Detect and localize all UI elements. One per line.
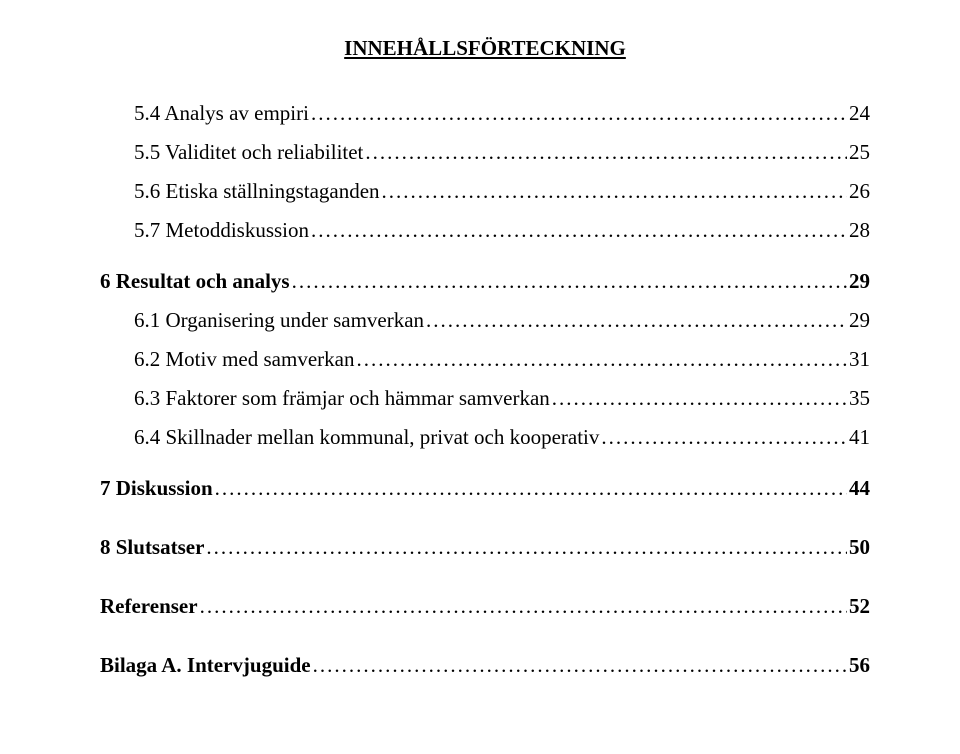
- toc-leader: ........................................…: [311, 101, 847, 126]
- toc-entry-page: 29: [849, 308, 870, 333]
- toc-leader: ........................................…: [206, 535, 847, 560]
- toc-entry: 6.4 Skillnader mellan kommunal, privat o…: [100, 425, 870, 450]
- toc-entry: 6 Resultat och analys...................…: [100, 269, 870, 294]
- toc-gap: [100, 515, 870, 535]
- toc-entry: 7 Diskussion............................…: [100, 476, 870, 501]
- toc-leader: ........................................…: [313, 653, 847, 678]
- toc-leader: ........................................…: [215, 476, 847, 501]
- toc-entry-page: 31: [849, 347, 870, 372]
- toc-entry-title: 6.4 Skillnader mellan kommunal, privat o…: [134, 425, 599, 450]
- toc-entry: 6.1 Organisering under samverkan........…: [100, 308, 870, 333]
- toc-entry-page: 24: [849, 101, 870, 126]
- toc-entry-title: 8 Slutsatser: [100, 535, 204, 560]
- toc-entry-title: 6.2 Motiv med samverkan: [134, 347, 354, 372]
- toc-entry: 5.5 Validitet och reliabilitet..........…: [100, 140, 870, 165]
- toc-entry-page: 41: [849, 425, 870, 450]
- toc-leader: ........................................…: [426, 308, 847, 333]
- toc-entry-page: 52: [849, 594, 870, 619]
- toc-entry-title: 6 Resultat och analys: [100, 269, 290, 294]
- toc-leader: ........................................…: [356, 347, 847, 372]
- toc-entry-page: 35: [849, 386, 870, 411]
- table-of-contents: 5.4 Analys av empiri....................…: [100, 101, 870, 678]
- toc-leader: ........................................…: [311, 218, 847, 243]
- toc-entry: 6.2 Motiv med samverkan.................…: [100, 347, 870, 372]
- toc-leader: ........................................…: [552, 386, 847, 411]
- toc-leader: ........................................…: [365, 140, 847, 165]
- toc-gap: [100, 464, 870, 476]
- toc-entry: 5.6 Etiska ställningstaganden...........…: [100, 179, 870, 204]
- toc-entry-page: 44: [849, 476, 870, 501]
- page-title: INNEHÅLLSFÖRTECKNING: [100, 36, 870, 61]
- toc-entry: Referenser..............................…: [100, 594, 870, 619]
- toc-entry: 5.7 Metoddiskussion.....................…: [100, 218, 870, 243]
- toc-entry: 8 Slutsatser............................…: [100, 535, 870, 560]
- toc-entry-title: Referenser: [100, 594, 198, 619]
- toc-entry-page: 28: [849, 218, 870, 243]
- toc-entry-title: 5.6 Etiska ställningstaganden: [134, 179, 380, 204]
- toc-leader: ........................................…: [601, 425, 847, 450]
- toc-entry-title: 6.1 Organisering under samverkan: [134, 308, 424, 333]
- toc-entry-page: 56: [849, 653, 870, 678]
- toc-entry: 5.4 Analys av empiri....................…: [100, 101, 870, 126]
- toc-entry-title: Bilaga A. Intervjuguide: [100, 653, 311, 678]
- toc-entry: Bilaga A. Intervjuguide.................…: [100, 653, 870, 678]
- toc-entry-page: 25: [849, 140, 870, 165]
- page-container: INNEHÅLLSFÖRTECKNING 5.4 Analys av empir…: [0, 0, 960, 728]
- toc-entry-title: 5.5 Validitet och reliabilitet: [134, 140, 363, 165]
- toc-entry-title: 6.3 Faktorer som främjar och hämmar samv…: [134, 386, 550, 411]
- toc-leader: ........................................…: [200, 594, 847, 619]
- toc-gap: [100, 574, 870, 594]
- toc-gap: [100, 257, 870, 269]
- toc-leader: ........................................…: [382, 179, 847, 204]
- toc-gap: [100, 633, 870, 653]
- toc-entry-page: 50: [849, 535, 870, 560]
- toc-entry-page: 29: [849, 269, 870, 294]
- toc-entry-title: 5.7 Metoddiskussion: [134, 218, 309, 243]
- toc-entry-page: 26: [849, 179, 870, 204]
- toc-entry-title: 5.4 Analys av empiri: [134, 101, 309, 126]
- toc-entry-title: 7 Diskussion: [100, 476, 213, 501]
- toc-leader: ........................................…: [292, 269, 847, 294]
- toc-entry: 6.3 Faktorer som främjar och hämmar samv…: [100, 386, 870, 411]
